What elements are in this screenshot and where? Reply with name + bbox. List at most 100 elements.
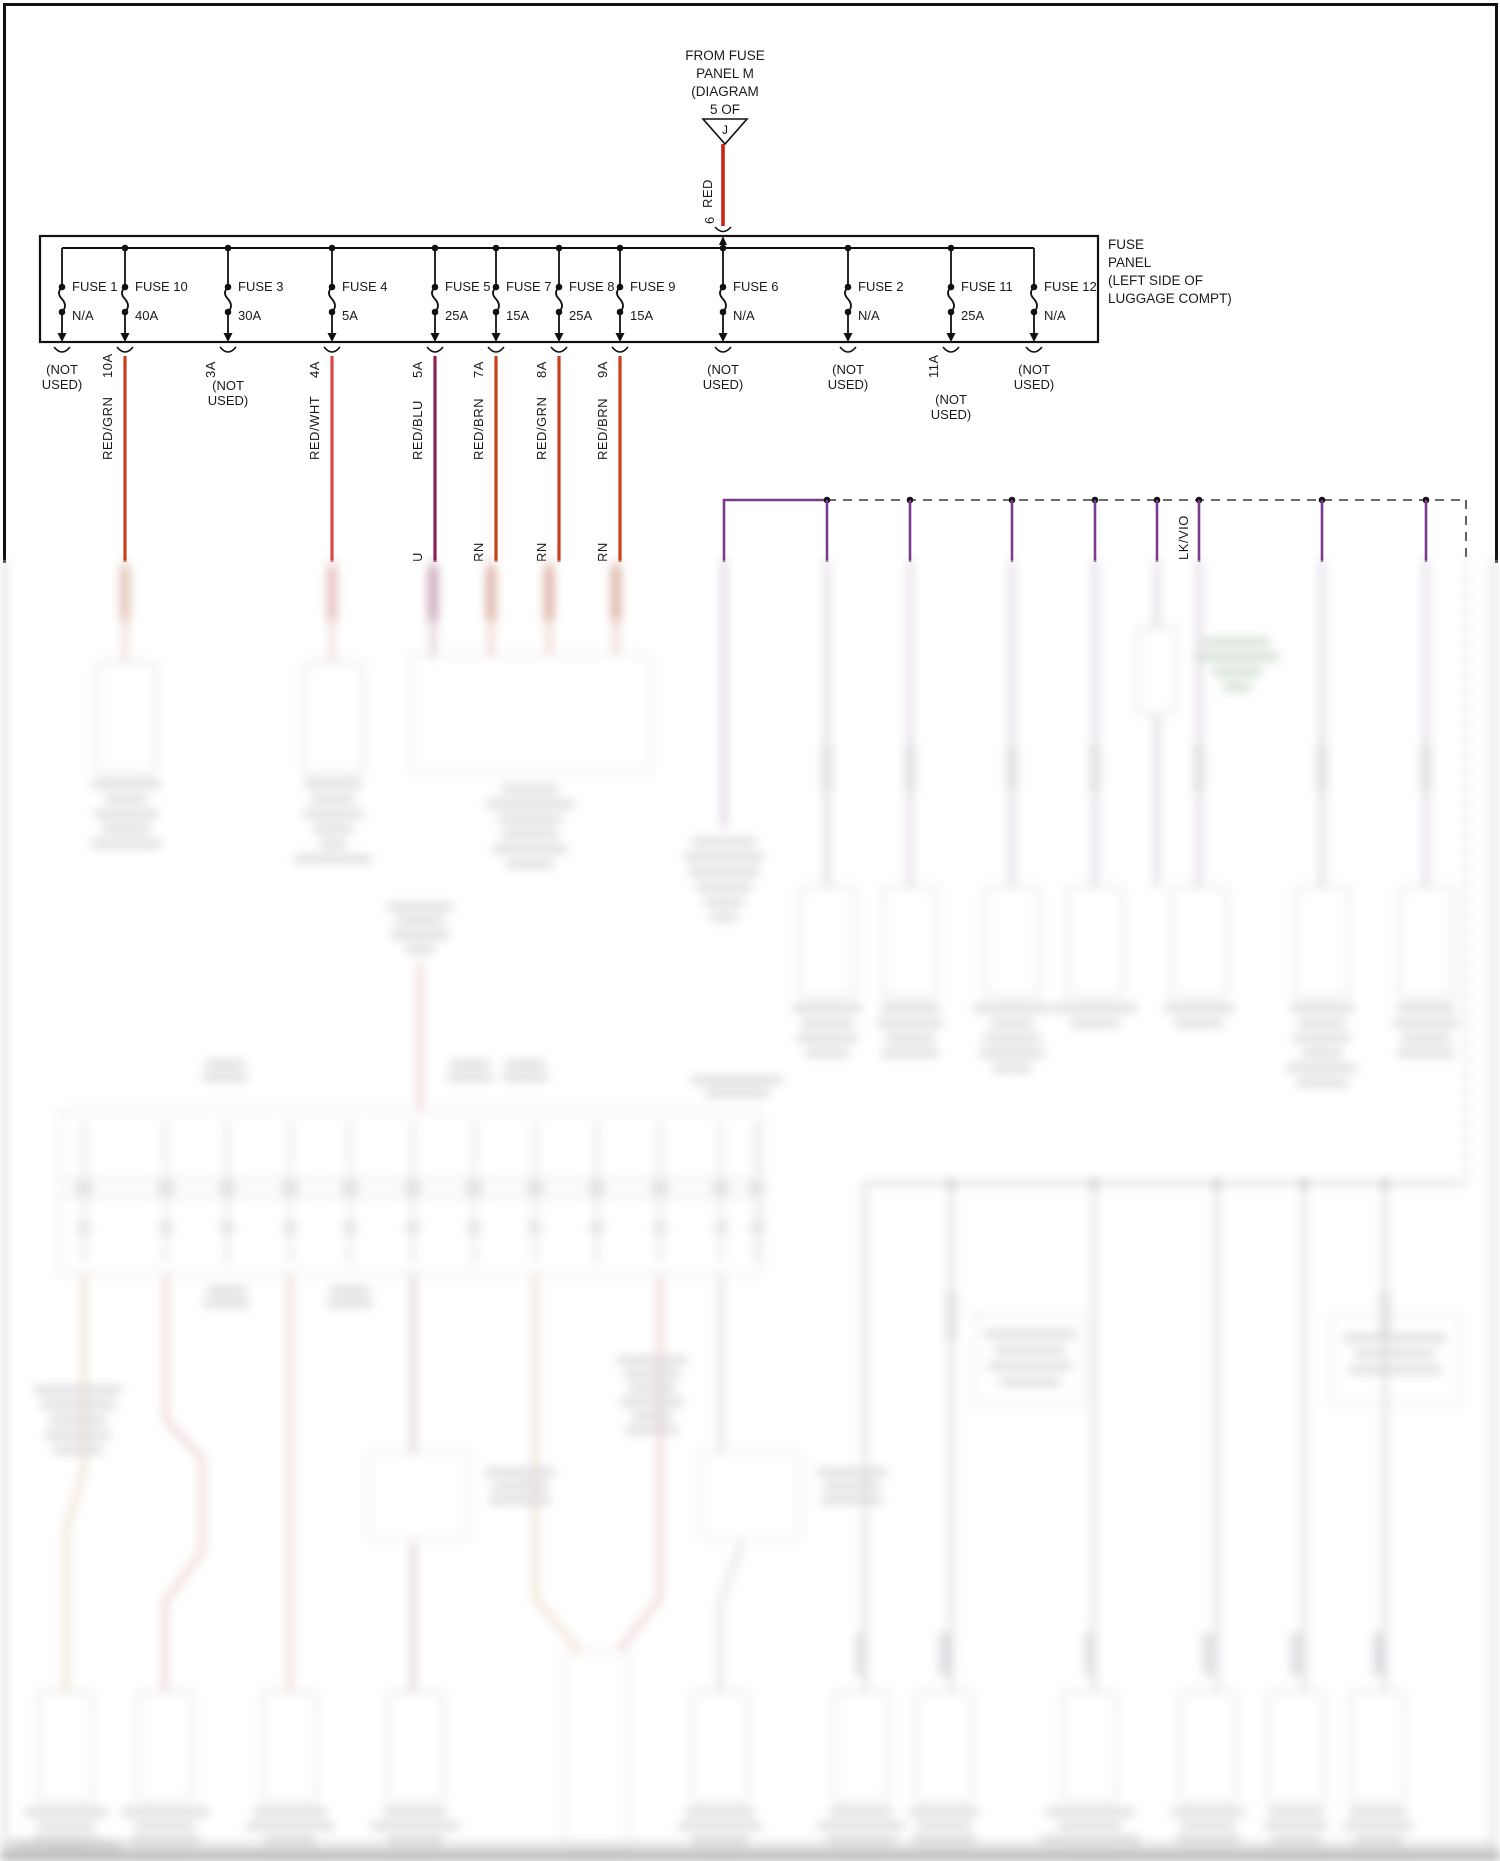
fuse-column-fuse-11 [942,244,960,353]
blurred-component-box [914,1690,974,1804]
wire-label-fragment: RN [471,542,486,562]
blurred-component-box [797,885,857,999]
blurred-text-line [387,1836,443,1844]
fuse-output-arrowhead [430,333,440,342]
blurred-pin-label [404,1184,422,1192]
diagram-linework: J [38,118,1467,562]
blurred-component-box [1169,885,1229,999]
blurred-text-line [304,780,362,788]
blurred-text-line [1401,1034,1451,1042]
blurred-pin-number [283,1224,297,1231]
triangle-letter: J [722,125,728,137]
wire-color-label: RED/GRN [100,396,115,460]
blurred-connector [428,566,438,621]
fuse-status-label: (NOT USED) [930,392,972,422]
fuse-panel-title-line: FUSE [1108,237,1145,252]
blurred-text-line [320,840,346,848]
blurred-text-line [1343,1334,1447,1342]
blurred-text-line [829,1808,893,1816]
blurred-component-box [1396,885,1456,999]
blurred-connector [327,566,337,621]
fuse-element [431,286,439,313]
blurred-pin-label [712,1184,730,1192]
blurred-text-line [91,840,161,848]
fuse-name-label: FUSE 8 [569,279,615,294]
fuse-element [224,286,232,313]
connector-arc [611,346,629,353]
blurred-component-box [1065,885,1125,999]
blurred-connector [544,566,554,621]
fuse-rating-label: 25A [569,308,593,323]
blurred-dashed-box [1328,1313,1462,1407]
fuse-column-fuse-5 [426,244,444,353]
blurred-text-line [395,917,445,925]
blurred-text-line [973,1004,1051,1012]
blurred-component-box [831,1690,891,1804]
blurred-text-line [205,1060,245,1068]
blurred-wire [64,1274,86,1692]
blurred-text-line [130,1836,200,1844]
blurred-text-line [1287,1064,1357,1072]
blurred-text-line [885,1034,935,1042]
blurred-component-box [1292,885,1352,999]
fuse-rating-label: 15A [506,308,530,323]
blurred-text-line [1171,1808,1245,1816]
blurred-text-line [1302,1049,1342,1057]
blurred-text-line [1223,683,1251,691]
blurred-text-line [632,1412,672,1420]
blurred-wire [163,1274,204,1692]
fuse-output-arrowhead [223,333,233,342]
blurred-frame-right [1492,560,1495,1852]
fuse-rating-label: N/A [733,308,755,323]
blurred-text-line [1204,638,1270,646]
blurred-text-line [40,1401,116,1409]
blurred-pin-number [220,1224,234,1231]
fuse-status-label: (NOT USED) [207,378,249,408]
blurred-text-line [826,1836,896,1844]
fuse-element [1030,286,1038,313]
wire-label-fragment: RN [534,542,549,562]
blurred-text-line [909,1808,979,1816]
blurred-text-line [1058,1822,1122,1830]
blurred-text-line [1053,1004,1137,1012]
blurred-dashed-box [563,1648,631,1852]
feed-connector-arc [714,226,732,233]
blurred-text-line [294,855,372,863]
fuse-output-terminal-label: 11A [926,354,941,378]
blurred-text-line [34,1386,122,1394]
blurred-text-line [1299,1019,1345,1027]
blurred-text-line [983,1034,1041,1042]
blurred-text-line [678,1822,762,1830]
source-feed-line: 5 OF [709,102,740,117]
blurred-text-line [617,1356,687,1364]
fuse-status-label: (NOT USED) [41,362,83,392]
blurred-text-line [821,1496,883,1504]
blurred-text-line [371,1822,459,1830]
wire-label-fragment: U [410,552,425,562]
blurred-text-line [1355,1350,1435,1358]
violet-bus-solid [722,498,827,562]
blurred-text-line [327,1299,373,1307]
blurred-text-line [94,810,158,818]
blurred-junction-dot [1381,1179,1389,1187]
feed-entry-arrowhead [719,236,727,245]
blurred-text-line [995,1346,1065,1354]
blurred-connector [1203,1632,1213,1676]
blurred-text-line [1212,668,1262,676]
blurred-component-box [1060,1690,1120,1804]
blurred-connector [1007,744,1017,792]
blurred-text-line [505,1060,545,1068]
fuse-output-arrowhead [57,333,67,342]
blurred-text-line [246,1822,334,1830]
blurred-text-line [805,1049,849,1057]
fuse-output-terminal-label: 10A [100,353,115,378]
fuse-rating-label: 15A [630,308,654,323]
blurred-component-box [94,660,158,776]
blurred-text-line [49,1416,107,1424]
blurred-junction-dot [947,1179,955,1187]
fuse-status-label: (NOT USED) [702,362,744,392]
fuse-panel-title-line: PANEL [1108,255,1152,270]
fuse-element [555,286,563,313]
from-arrow-triangle [701,118,749,146]
